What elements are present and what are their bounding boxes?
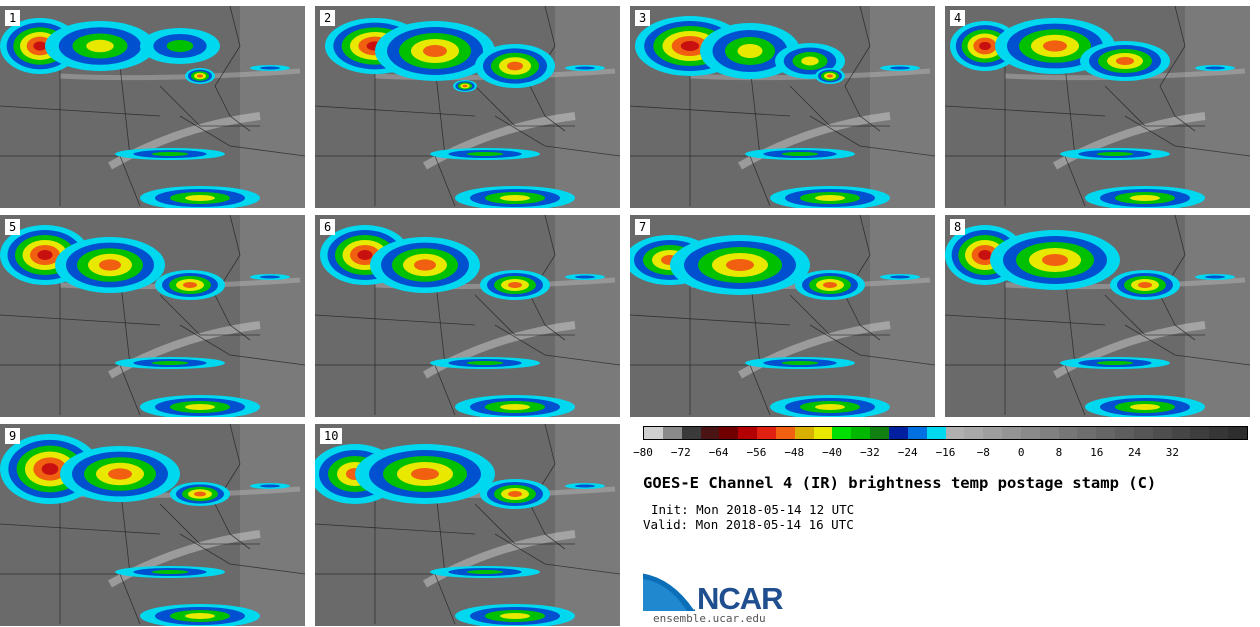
panel-number: 8 bbox=[950, 219, 966, 235]
colorbar-swatch bbox=[907, 427, 927, 439]
colorbar-tick-label: 32 bbox=[1165, 446, 1179, 459]
colorbar-swatch bbox=[700, 427, 720, 439]
satellite-image bbox=[630, 6, 935, 208]
colorbar-swatch bbox=[719, 427, 739, 439]
ensemble-url: ensemble.ucar.edu bbox=[653, 612, 766, 625]
map-panel-3: 3 bbox=[630, 6, 935, 208]
colorbar-swatch bbox=[888, 427, 908, 439]
panel-number: 10 bbox=[320, 428, 343, 444]
colorbar-swatch bbox=[1058, 427, 1078, 439]
satellite-image bbox=[315, 6, 620, 208]
colorbar-tick-label: −40 bbox=[822, 446, 842, 459]
colorbar-swatch bbox=[851, 427, 871, 439]
colorbar-swatch bbox=[662, 427, 682, 439]
panel-number: 1 bbox=[5, 10, 21, 26]
figure-title: GOES-E Channel 4 (IR) brightness temp po… bbox=[643, 474, 1157, 492]
colorbar-tick-label: 8 bbox=[1055, 446, 1063, 459]
satellite-image bbox=[630, 215, 935, 417]
map-panel-2: 2 bbox=[315, 6, 620, 208]
colorbar-swatch bbox=[945, 427, 965, 439]
colorbar-tick-label: 16 bbox=[1090, 446, 1104, 459]
colorbar-swatch bbox=[738, 427, 758, 439]
colorbar-swatch bbox=[832, 427, 852, 439]
map-panel-7: 7 bbox=[630, 215, 935, 417]
ncar-logo-text: NCAR bbox=[697, 581, 784, 616]
colorbar-swatch bbox=[1152, 427, 1172, 439]
map-panel-1: 1 bbox=[0, 6, 305, 208]
colorbar-tick-label: −64 bbox=[708, 446, 729, 459]
colorbar-swatch bbox=[757, 427, 776, 439]
colorbar-swatch bbox=[1171, 427, 1191, 439]
panel-number: 4 bbox=[950, 10, 966, 26]
panel-number: 6 bbox=[320, 219, 336, 235]
satellite-image bbox=[0, 215, 305, 417]
colorbar-swatch bbox=[775, 427, 795, 439]
colorbar-swatch bbox=[1133, 427, 1153, 439]
map-panel-6: 6 bbox=[315, 215, 620, 417]
colorbar-swatch bbox=[926, 427, 946, 439]
colorbar-ticks: −80 −72 −64 −56 −48 −40 −32 −24 −16 −8 0 8 16 24 32 bbox=[633, 446, 1248, 460]
colorbar-tick-label: −24 bbox=[897, 446, 918, 459]
ncar-logo-icon bbox=[643, 571, 697, 611]
panel-number: 5 bbox=[5, 219, 21, 235]
init-time: Init: Mon 2018-05-14 12 UTC bbox=[651, 502, 855, 517]
satellite-image bbox=[315, 424, 620, 626]
colorbar-swatch bbox=[1228, 427, 1247, 439]
colorbar-swatch bbox=[964, 427, 984, 439]
colorbar-tick-label: −16 bbox=[935, 446, 956, 459]
colorbar-swatch bbox=[794, 427, 814, 439]
colorbar-swatch bbox=[1077, 427, 1097, 439]
colorbar-swatch bbox=[1096, 427, 1116, 439]
colorbar-tick-label: −80 bbox=[633, 446, 653, 459]
colorbar-tick-label: −8 bbox=[976, 446, 990, 459]
colorbar-swatch bbox=[681, 427, 701, 439]
map-panel-10: 10 bbox=[315, 424, 620, 626]
map-panel-8: 8 bbox=[945, 215, 1250, 417]
map-panel-5: 5 bbox=[0, 215, 305, 417]
panel-number: 7 bbox=[635, 219, 651, 235]
temperature-colorbar bbox=[643, 426, 1248, 440]
panel-number: 2 bbox=[320, 10, 336, 26]
colorbar-tick-label: 24 bbox=[1127, 446, 1142, 459]
map-panel-4: 4 bbox=[945, 6, 1250, 208]
colorbar-swatch bbox=[1020, 427, 1040, 439]
colorbar-swatch bbox=[1209, 427, 1229, 439]
map-panel-9: 9 bbox=[0, 424, 305, 626]
colorbar-swatch bbox=[1039, 427, 1059, 439]
colorbar-swatch bbox=[870, 427, 889, 439]
colorbar-tick-label: −48 bbox=[784, 446, 805, 459]
satellite-image bbox=[0, 424, 305, 626]
colorbar-swatch bbox=[1002, 427, 1021, 439]
colorbar-swatch bbox=[644, 427, 663, 439]
colorbar-swatch bbox=[1190, 427, 1210, 439]
panel-number: 3 bbox=[635, 10, 651, 26]
colorbar-swatch bbox=[813, 427, 833, 439]
satellite-image bbox=[315, 215, 620, 417]
colorbar-tick-label: −56 bbox=[746, 446, 767, 459]
colorbar-swatch bbox=[983, 427, 1003, 439]
colorbar-tick-label: −32 bbox=[859, 446, 880, 459]
satellite-image bbox=[0, 6, 305, 208]
colorbar-tick-label: −72 bbox=[670, 446, 691, 459]
colorbar-tick-label: 0 bbox=[1017, 446, 1025, 459]
colorbar-swatch bbox=[1115, 427, 1134, 439]
satellite-image bbox=[945, 215, 1250, 417]
satellite-image bbox=[945, 6, 1250, 208]
panel-number: 9 bbox=[5, 428, 21, 444]
valid-time: Valid: Mon 2018-05-14 16 UTC bbox=[643, 517, 854, 532]
